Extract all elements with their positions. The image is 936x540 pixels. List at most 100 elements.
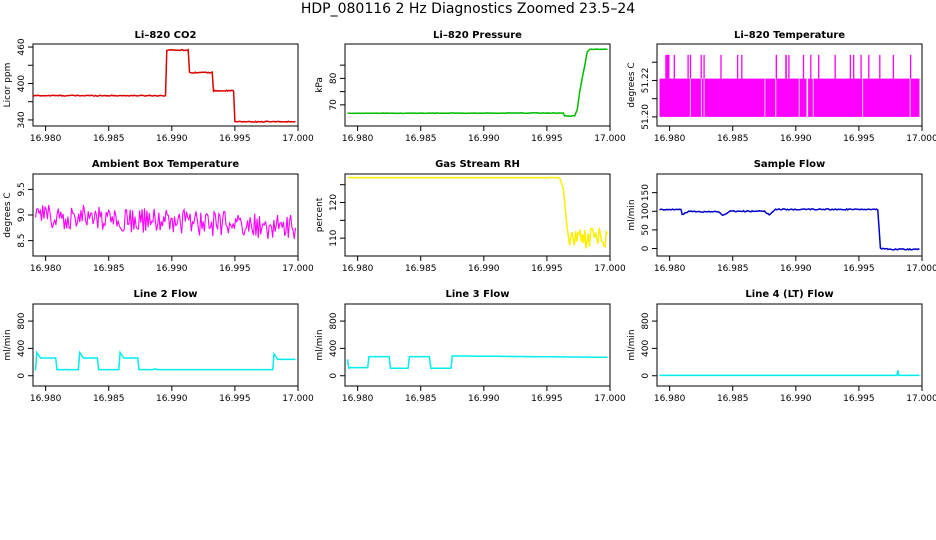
series-line <box>659 207 920 251</box>
x-tick-label: 16.990 <box>468 264 500 274</box>
x-tick-label: 16.980 <box>342 394 374 404</box>
x-tick-label: 16.985 <box>93 394 125 404</box>
x-tick-label: 16.980 <box>342 264 374 274</box>
y-tick-label: 0 <box>329 373 339 379</box>
y-tick-label: 9.5 <box>17 182 27 196</box>
x-tick-label: 16.990 <box>156 394 188 404</box>
plot-frame <box>344 173 611 257</box>
chart-title: Line 4 (LT) Flow <box>745 289 833 300</box>
x-tick-label: 17.000 <box>906 394 936 404</box>
chart-title: Line 3 Flow <box>446 289 510 300</box>
x-tick-label: 16.995 <box>531 264 563 274</box>
y-axis-label: ml/min <box>627 329 637 360</box>
y-axis-label: ml/min <box>627 199 637 230</box>
series-line <box>346 355 608 370</box>
x-tick-label: 16.985 <box>405 264 437 274</box>
plot-frame <box>32 303 299 387</box>
x-tick-label: 16.980 <box>654 264 686 274</box>
series-gaps <box>689 78 911 117</box>
y-tick-label: 340 <box>17 111 27 128</box>
chart-panel-4: Ambient Box Temperature 16.980 16.985 16.99… <box>3 159 314 274</box>
series-band <box>659 78 920 117</box>
x-tick-label: 16.980 <box>30 394 62 404</box>
x-tick-label: 17.000 <box>282 264 314 274</box>
chart-panel-9: Line 4 (LT) Flow 16.980 16.985 16.990 16.995… <box>627 289 936 404</box>
x-tick-label: 16.980 <box>654 134 686 144</box>
x-tick-label: 16.985 <box>717 394 749 404</box>
y-axis-label: percent <box>315 197 325 232</box>
series-line <box>34 204 297 239</box>
x-tick-label: 16.995 <box>531 134 563 144</box>
x-tick-label: 17.000 <box>594 264 626 274</box>
y-tick-label: 800 <box>641 312 651 329</box>
x-tick-label: 16.980 <box>654 394 686 404</box>
y-axis-label: degrees C <box>627 62 637 107</box>
x-tick-label: 16.980 <box>342 134 374 144</box>
plot-frame <box>656 43 923 127</box>
chart-panel-5: Gas Stream RH 16.980 16.985 16.990 16.995 17.… <box>315 159 626 274</box>
series-line <box>32 48 296 124</box>
chart-title: Ambient Box Temperature <box>92 159 239 170</box>
y-tick-label: 50 <box>641 224 651 236</box>
x-tick-label: 16.995 <box>843 394 875 404</box>
y-tick-label: 70 <box>329 99 339 111</box>
chart-title: Gas Stream RH <box>435 159 520 170</box>
y-tick-label: 150 <box>641 184 651 201</box>
series-line <box>34 350 296 371</box>
y-tick-label: 400 <box>17 340 27 357</box>
chart-title: Li–820 Pressure <box>433 30 522 41</box>
chart-panel-6: Sample Flow 16.980 16.985 16.990 16.995 17.00… <box>627 159 936 274</box>
plot-frame <box>656 303 923 387</box>
x-tick-label: 17.000 <box>282 394 314 404</box>
series-line <box>347 176 609 249</box>
x-tick-label: 16.990 <box>780 264 812 274</box>
series-spikes <box>665 54 912 79</box>
x-tick-label: 16.985 <box>93 134 125 144</box>
figure-title: HDP_080116 2 Hz Diagnostics Zoomed 23.5–… <box>300 1 636 17</box>
series-line <box>347 48 608 117</box>
y-tick-label: 8.5 <box>17 233 27 247</box>
y-tick-label: 80 <box>329 72 339 84</box>
chart-panel-1: Li–820 CO2 16.980 16.985 16.990 16.995 17.000… <box>3 30 314 144</box>
y-tick-label: 120 <box>329 194 339 211</box>
x-tick-label: 17.000 <box>906 264 936 274</box>
chart-panel-2: Li–820 Pressure 16.980 16.985 16.990 16.995 1… <box>315 30 626 144</box>
y-axis-label: degrees C <box>3 192 13 237</box>
x-tick-label: 17.000 <box>906 134 936 144</box>
chart-title: Sample Flow <box>754 159 826 170</box>
y-axis-label: kPa <box>315 77 325 93</box>
plot-frame <box>32 43 299 127</box>
plot-frame <box>656 173 923 257</box>
chart-panel-8: Line 3 Flow 16.980 16.985 16.990 16.995 17.00… <box>315 289 626 404</box>
x-tick-label: 16.990 <box>780 134 812 144</box>
x-tick-label: 16.990 <box>780 394 812 404</box>
x-tick-label: 17.000 <box>282 134 314 144</box>
x-tick-label: 16.995 <box>219 394 251 404</box>
chart-panel-3: Li–820 Temperature 16.980 16.985 16.990 16.9… <box>627 30 936 144</box>
x-tick-label: 16.985 <box>717 264 749 274</box>
chart-title: Li–820 Temperature <box>734 30 845 41</box>
x-tick-label: 16.995 <box>219 264 251 274</box>
x-tick-label: 16.980 <box>30 264 62 274</box>
x-tick-label: 16.990 <box>468 134 500 144</box>
x-tick-label: 16.985 <box>93 264 125 274</box>
x-tick-label: 17.000 <box>594 394 626 404</box>
x-tick-label: 17.000 <box>594 134 626 144</box>
y-tick-label: 400 <box>641 340 651 357</box>
y-tick-label: 460 <box>17 38 27 55</box>
y-tick-label: 800 <box>329 312 339 329</box>
y-axis-label: Licor ppm <box>3 63 13 108</box>
x-tick-label: 16.990 <box>156 264 188 274</box>
x-tick-label: 16.985 <box>405 134 437 144</box>
y-tick-label: 110 <box>329 229 339 246</box>
y-axis-label: ml/min <box>3 329 13 360</box>
x-tick-label: 16.995 <box>531 394 563 404</box>
plot-frame <box>344 43 611 127</box>
x-tick-label: 16.995 <box>843 134 875 144</box>
y-tick-label: 51.22 <box>641 68 651 94</box>
x-tick-label: 16.995 <box>219 134 251 144</box>
y-tick-label: 9.0 <box>17 208 27 223</box>
y-tick-label: 0 <box>17 373 27 379</box>
chart-panel-7: Line 2 Flow 16.980 16.985 16.990 16.995 17.00… <box>3 289 314 404</box>
